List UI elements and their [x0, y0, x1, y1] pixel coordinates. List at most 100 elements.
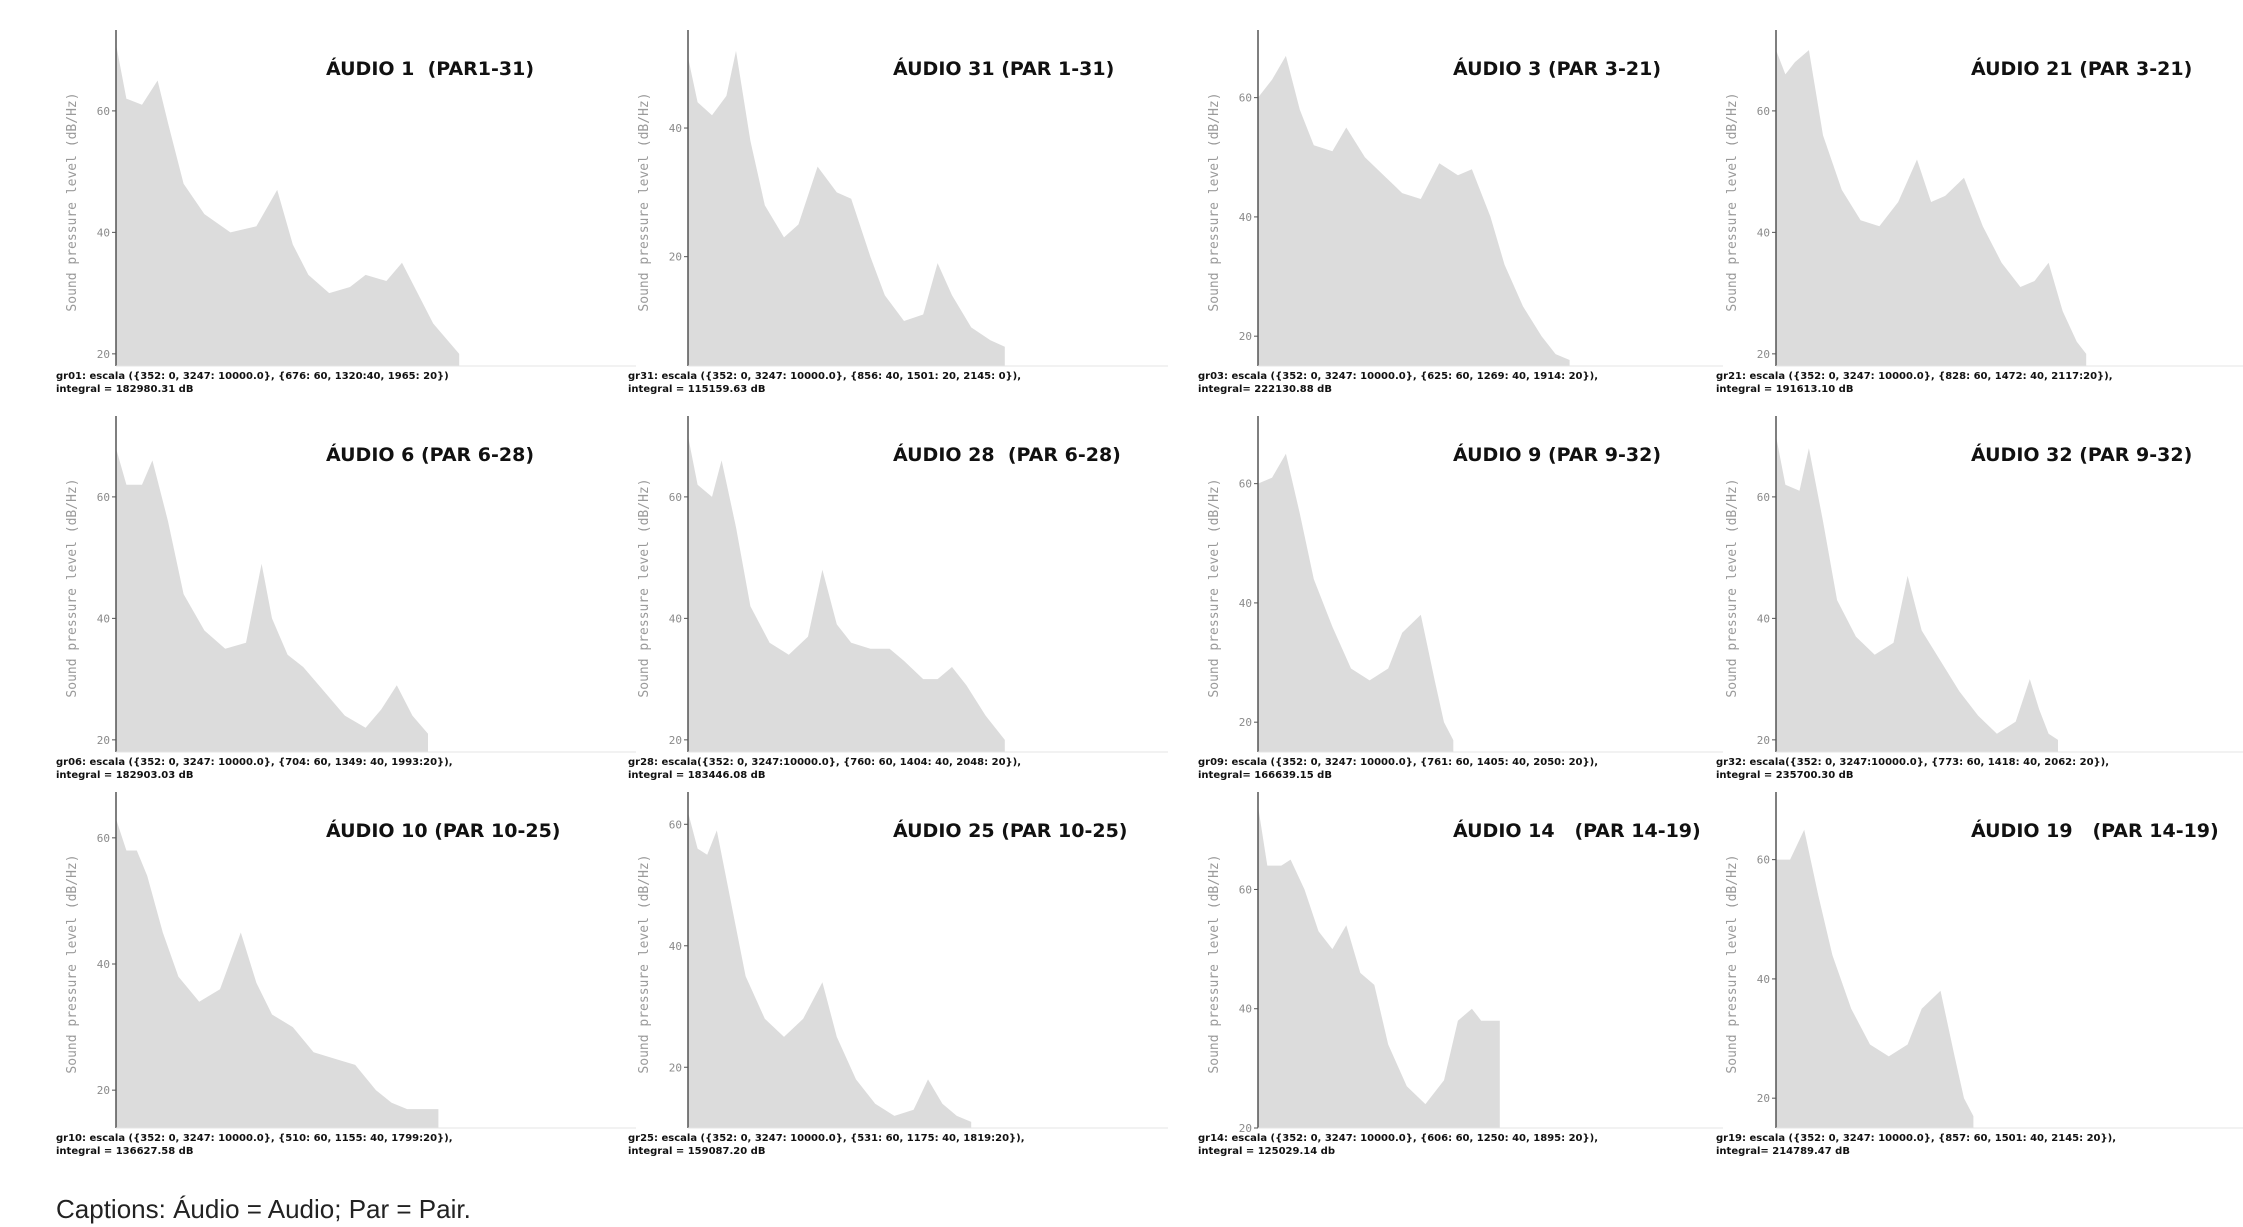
y-tick-label: 40	[669, 612, 682, 625]
caption-scale: gr10: escala ({352: 0, 3247: 10000.0}, {…	[56, 1133, 453, 1144]
y-tick-label: 40	[97, 612, 110, 625]
y-tick-label: 60	[97, 832, 110, 845]
y-tick-label: 20	[669, 1061, 682, 1074]
chart-caption: gr25: escala ({352: 0, 3247: 10000.0}, {…	[628, 1132, 1025, 1158]
spectrum-area	[1258, 806, 1500, 1128]
caption-integral: integral = 191613.10 dB	[1716, 384, 1854, 395]
y-tick-label: 20	[97, 1084, 110, 1097]
chart-panel: Sound pressure level (dB/Hz) 20 40 60	[1207, 30, 1723, 367]
y-tick-label: 20	[669, 251, 682, 264]
spectrum-area	[688, 436, 1005, 752]
chart-panel: Sound pressure level (dB/Hz) 20 40 60	[637, 416, 1168, 753]
chart-title: ÁUDIO 9 (PAR 9-32)	[1453, 444, 1662, 466]
chart-panel: Sound pressure level (dB/Hz) 20 40 60	[1725, 416, 2243, 753]
caption-scale: gr21: escala ({352: 0, 3247: 10000.0}, {…	[1716, 371, 2113, 382]
y-tick-label: 60	[1239, 478, 1252, 491]
y-tick-label: 60	[1239, 92, 1252, 105]
y-axis-label: Sound pressure level (dB/Hz)	[1207, 92, 1222, 311]
chart-caption: gr06: escala ({352: 0, 3247: 10000.0}, {…	[56, 756, 453, 782]
caption-scale: gr32: escala({352: 0, 3247:10000.0}, {77…	[1716, 757, 2110, 768]
chart-title: ÁUDIO 10 (PAR 10-25)	[326, 820, 561, 842]
chart-panel: Sound pressure level (dB/Hz) 20 40 60	[1725, 30, 2243, 367]
y-axis-label: Sound pressure level (dB/Hz)	[1725, 854, 1740, 1073]
y-tick-label: 60	[1757, 854, 1770, 867]
caption-scale: gr06: escala ({352: 0, 3247: 10000.0}, {…	[56, 757, 453, 768]
chart-title: ÁUDIO 19 (PAR 14-19)	[1971, 820, 2219, 842]
y-tick-label: 20	[1239, 1122, 1252, 1135]
chart-panel: Sound pressure level (dB/Hz) 20 40	[637, 30, 1168, 367]
y-tick-label: 60	[97, 105, 110, 118]
spectrum-area	[688, 50, 1005, 367]
y-tick-label: 60	[1757, 491, 1770, 504]
y-tick-label: 40	[1239, 211, 1252, 224]
caption-scale: gr01: escala ({352: 0, 3247: 10000.0}, {…	[56, 371, 449, 382]
spectrum-area	[116, 448, 428, 752]
chart-panel: Sound pressure level (dB/Hz) 20 40 60	[1725, 792, 2243, 1129]
y-tick-label: 40	[97, 226, 110, 239]
y-tick-label: 40	[669, 122, 682, 135]
chart-title: ÁUDIO 21 (PAR 3-21)	[1971, 58, 2193, 80]
caption-scale: gr14: escala ({352: 0, 3247: 10000.0}, {…	[1198, 1133, 1598, 1144]
chart-caption: gr10: escala ({352: 0, 3247: 10000.0}, {…	[56, 1132, 453, 1158]
chart-panel: Sound pressure level (dB/Hz) 20 40 60	[1207, 416, 1723, 753]
chart-caption: gr31: escala ({352: 0, 3247: 10000.0}, {…	[628, 370, 1021, 396]
y-tick-label: 40	[1757, 612, 1770, 625]
caption-integral: integral = 159087.20 dB	[628, 1146, 766, 1157]
y-tick-label: 40	[669, 940, 682, 953]
spectrum-area	[1776, 436, 2058, 752]
y-axis-label: Sound pressure level (dB/Hz)	[65, 854, 80, 1073]
caption-integral: integral= 166639.15 dB	[1198, 770, 1332, 781]
chart-title: ÁUDIO 31 (PAR 1-31)	[893, 58, 1115, 80]
chart-caption: gr28: escala({352: 0, 3247:10000.0}, {76…	[628, 756, 1021, 782]
y-axis-label: Sound pressure level (dB/Hz)	[637, 478, 652, 697]
y-tick-label: 20	[1757, 1092, 1770, 1105]
y-axis-label: Sound pressure level (dB/Hz)	[65, 478, 80, 697]
chart-panel: Sound pressure level (dB/Hz) 20 40 60	[1207, 792, 1723, 1135]
chart-panel: Sound pressure level (dB/Hz) 20 40 60	[65, 416, 636, 753]
chart-title: ÁUDIO 28 (PAR 6-28)	[893, 444, 1121, 466]
chart-title: ÁUDIO 1 (PAR1-31)	[326, 58, 535, 80]
caption-scale: gr31: escala ({352: 0, 3247: 10000.0}, {…	[628, 371, 1022, 382]
caption-scale: gr28: escala({352: 0, 3247:10000.0}, {76…	[628, 757, 1022, 768]
caption-scale: gr25: escala ({352: 0, 3247: 10000.0}, {…	[628, 1133, 1025, 1144]
y-axis-label: Sound pressure level (dB/Hz)	[1725, 478, 1740, 697]
caption-integral: integral = 182980.31 dB	[56, 384, 194, 395]
spectrum-area	[1776, 829, 1974, 1128]
chart-caption: gr09: escala ({352: 0, 3247: 10000.0}, {…	[1198, 756, 1598, 782]
y-tick-label: 60	[97, 491, 110, 504]
chart-caption: gr03: escala ({352: 0, 3247: 10000.0}, {…	[1198, 370, 1598, 396]
y-tick-label: 60	[1239, 883, 1252, 896]
caption-integral: integral = 125029.14 db	[1198, 1146, 1335, 1157]
chart-panel: Sound pressure level (dB/Hz) 20 40 60	[65, 30, 636, 367]
y-tick-label: 20	[1757, 734, 1770, 747]
chart-title: ÁUDIO 25 (PAR 10-25)	[893, 820, 1128, 842]
y-axis-label: Sound pressure level (dB/Hz)	[637, 854, 652, 1073]
caption-integral: integral = 182903.03 dB	[56, 770, 194, 781]
y-tick-label: 20	[1239, 716, 1252, 729]
y-axis-label: Sound pressure level (dB/Hz)	[1207, 854, 1222, 1073]
y-tick-label: 20	[97, 348, 110, 361]
chart-caption: gr14: escala ({352: 0, 3247: 10000.0}, {…	[1198, 1132, 1598, 1158]
spectrum-area	[1258, 453, 1454, 752]
spectrum-area	[116, 818, 439, 1128]
caption-scale: gr03: escala ({352: 0, 3247: 10000.0}, {…	[1198, 371, 1598, 382]
y-tick-label: 40	[97, 958, 110, 971]
caption-integral: integral = 136627.58 dB	[56, 1146, 194, 1157]
chart-title: ÁUDIO 3 (PAR 3-21)	[1453, 58, 1662, 80]
y-tick-label: 60	[669, 818, 682, 831]
y-tick-label: 40	[1239, 1003, 1252, 1016]
chart-caption: gr01: escala ({352: 0, 3247: 10000.0}, {…	[56, 370, 449, 396]
y-tick-label: 20	[97, 734, 110, 747]
y-tick-label: 20	[1757, 348, 1770, 361]
y-tick-label: 60	[669, 491, 682, 504]
y-axis-label: Sound pressure level (dB/Hz)	[637, 92, 652, 311]
y-axis-label: Sound pressure level (dB/Hz)	[1725, 92, 1740, 311]
caption-scale: gr09: escala ({352: 0, 3247: 10000.0}, {…	[1198, 757, 1598, 768]
y-tick-label: 60	[1757, 105, 1770, 118]
y-axis-label: Sound pressure level (dB/Hz)	[1207, 478, 1222, 697]
y-tick-label: 40	[1757, 973, 1770, 986]
chart-title: ÁUDIO 6 (PAR 6-28)	[326, 444, 535, 466]
caption-integral: integral = 235700.30 dB	[1716, 770, 1854, 781]
y-tick-label: 40	[1757, 226, 1770, 239]
